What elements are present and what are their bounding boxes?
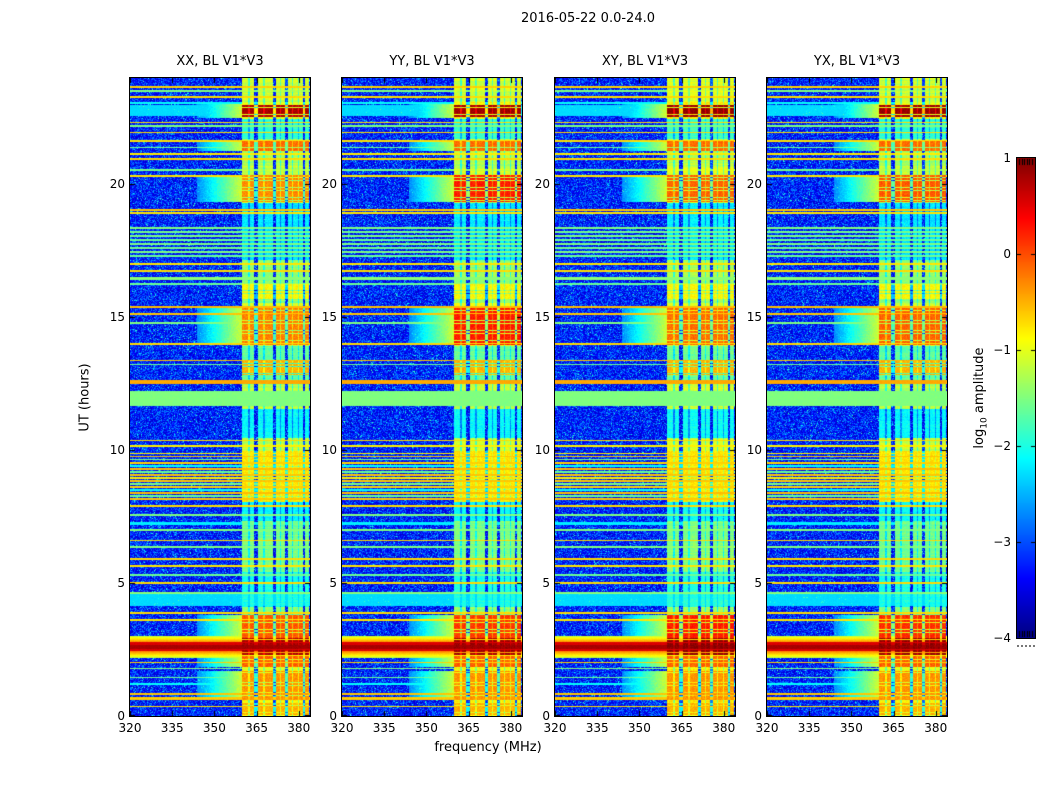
spectrogram-canvas [342, 78, 522, 716]
x-tick-label: 365 [245, 721, 269, 735]
y-tick-label: 10 [109, 443, 125, 458]
colorbar-tick-label: −3 [993, 535, 1011, 549]
spectrogram-canvas [767, 78, 947, 716]
colorbar-label: log10 amplitude [972, 347, 990, 449]
x-tick-label: 320 [118, 721, 142, 735]
colorbar-tick-label: 1 [1003, 151, 1011, 165]
y-axis-label: UT (hours) [77, 363, 93, 432]
y-tick-label: 20 [109, 177, 125, 192]
y-tick-label: 20 [534, 177, 550, 192]
panel-title: XX, BL V1*V3 [176, 54, 264, 69]
figure-title: 2016-05-22 0.0-24.0 [521, 11, 655, 26]
colorbar [1016, 157, 1036, 639]
panel-title: YY, BL V1*V3 [389, 54, 475, 69]
y-tick-label: 10 [746, 443, 762, 458]
y-tick-label: 10 [534, 443, 550, 458]
x-tick-label: 320 [755, 721, 779, 735]
x-tick-label: 365 [457, 721, 481, 735]
colorbar-canvas [1017, 158, 1035, 638]
x-tick-label: 335 [372, 721, 396, 735]
y-tick-label: 0 [329, 709, 337, 723]
x-tick-label: 380 [499, 721, 523, 735]
y-tick-label: 10 [321, 443, 337, 458]
x-tick-label: 380 [924, 721, 948, 735]
y-tick-label: 15 [321, 310, 337, 325]
y-tick-label: 20 [746, 177, 762, 192]
x-tick-label: 380 [712, 721, 736, 735]
colorbar-tick-label: −4 [993, 631, 1011, 645]
x-tick-label: 365 [670, 721, 694, 735]
y-tick-label: 5 [754, 576, 762, 591]
y-tick-label: 5 [117, 576, 125, 591]
colorbar-tick-label: −2 [993, 439, 1011, 453]
y-tick-label: 5 [329, 576, 337, 591]
y-tick-label: 5 [542, 576, 550, 591]
y-tick-label: 0 [754, 709, 762, 723]
y-tick-label: 15 [534, 310, 550, 325]
spectrogram-panel [554, 77, 736, 717]
x-tick-label: 320 [543, 721, 567, 735]
x-tick-label: 350 [202, 721, 226, 735]
x-axis-label: frequency (MHz) [434, 740, 542, 755]
spectrogram-canvas [130, 78, 310, 716]
y-tick-label: 20 [321, 177, 337, 192]
x-tick-label: 335 [160, 721, 184, 735]
y-tick-label: 15 [109, 310, 125, 325]
y-tick-label: 15 [746, 310, 762, 325]
x-tick-label: 380 [287, 721, 311, 735]
x-tick-label: 350 [414, 721, 438, 735]
spectrogram-canvas [555, 78, 735, 716]
panel-title: XY, BL V1*V3 [601, 54, 689, 69]
x-tick-label: 320 [330, 721, 354, 735]
x-tick-label: 350 [839, 721, 863, 735]
spectrogram-panel [766, 77, 948, 717]
x-tick-label: 335 [797, 721, 821, 735]
colorbar-tick-label: 0 [1003, 247, 1011, 261]
colorbar-extend-dots [1017, 645, 1035, 647]
y-tick-label: 0 [542, 709, 550, 723]
colorbar-tick-label: −1 [993, 343, 1011, 357]
panel-title: YX, BL V1*V3 [813, 54, 901, 69]
spectrogram-panel [129, 77, 311, 717]
x-tick-label: 335 [585, 721, 609, 735]
x-tick-label: 350 [627, 721, 651, 735]
y-tick-label: 0 [117, 709, 125, 723]
x-tick-label: 365 [882, 721, 906, 735]
spectrogram-panel [341, 77, 523, 717]
